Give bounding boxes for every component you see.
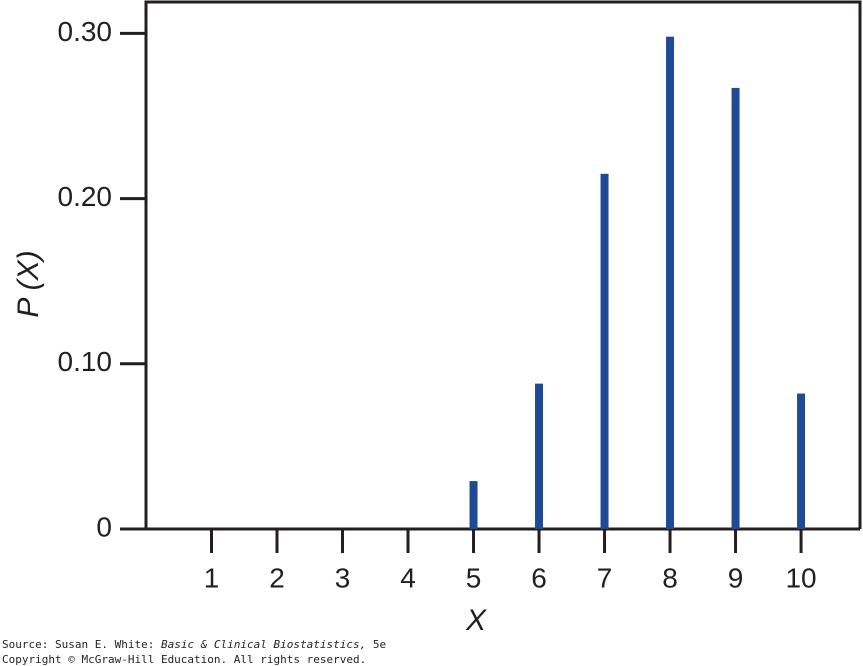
source-text: Source: Susan E. White: [2, 638, 161, 651]
x-tick-label: 3 [335, 562, 351, 593]
source-text: Basic & Clinical Biostatistics, [161, 638, 366, 651]
bar [797, 393, 806, 529]
x-tick-label: 7 [597, 562, 613, 593]
source-note: Source: Susan E. White: Basic & Clinical… [2, 638, 386, 651]
y-tick-label: 0 [96, 511, 112, 542]
x-tick-label: 8 [662, 562, 678, 593]
x-tick-label: 1 [204, 562, 220, 593]
y-tick-label: 0.10 [58, 346, 113, 377]
bar [666, 36, 675, 530]
x-tick-label: 9 [728, 562, 744, 593]
y-tick-label: 0.20 [58, 181, 113, 212]
bar [469, 481, 478, 529]
x-tick-label: 6 [531, 562, 547, 593]
bar [535, 383, 544, 529]
source-text: 5e [366, 638, 386, 651]
plot-frame [144, 0, 862, 529]
copyright-note: Copyright © McGraw-Hill Education. All r… [2, 653, 366, 666]
y-tick-label: 0.30 [58, 16, 113, 47]
x-axis-label: X [465, 604, 487, 637]
x-tick-label: 10 [785, 562, 816, 593]
x-tick-label: 4 [400, 562, 416, 593]
bar [600, 173, 609, 530]
y-axis-label: P (X) [12, 250, 45, 317]
x-tick-label: 5 [466, 562, 482, 593]
x-tick-label: 2 [269, 562, 285, 593]
bar [731, 87, 740, 530]
